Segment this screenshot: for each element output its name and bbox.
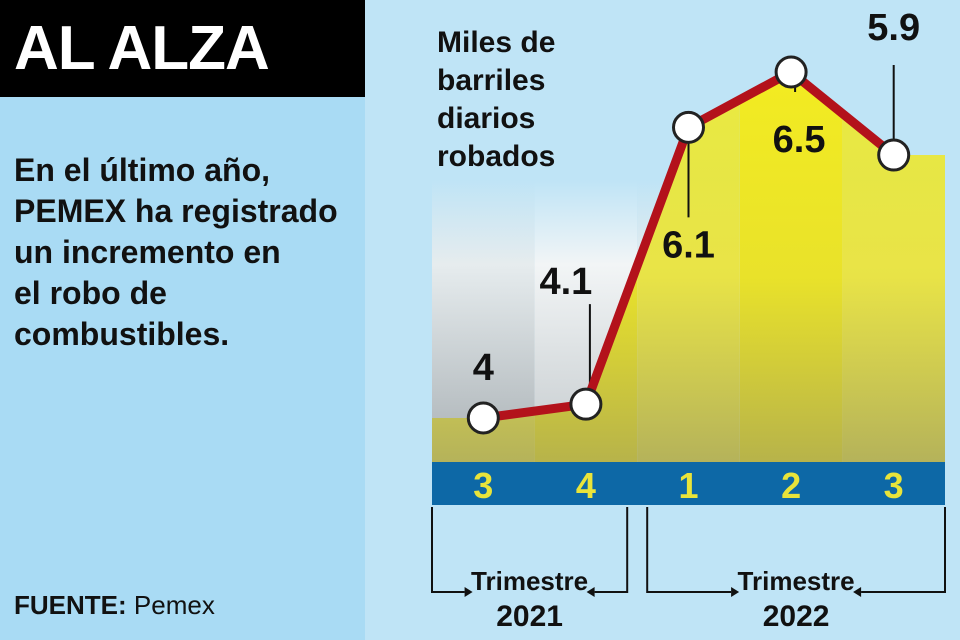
title: AL ALZA — [0, 0, 365, 97]
point — [672, 110, 705, 144]
point — [466, 401, 500, 435]
bracket — [646, 507, 946, 593]
x-tick-label: 2 — [781, 465, 801, 506]
description-line: un incremento en — [14, 234, 281, 270]
description-line: combustibles. — [14, 316, 230, 352]
description-line: el robo de — [14, 275, 167, 311]
source-value: Pemex — [133, 590, 215, 620]
side-panel — [0, 0, 365, 640]
value-label: 6.1 — [662, 224, 715, 266]
group-label: Trimestre — [471, 566, 588, 596]
group-year: 2022 — [763, 600, 830, 633]
area-column — [739, 72, 843, 462]
x-tick-label: 3 — [473, 465, 493, 506]
value-label: 4 — [473, 347, 494, 389]
x-tick-label: 3 — [884, 465, 904, 506]
point — [774, 55, 808, 89]
source-label: FUENTE: — [14, 590, 127, 620]
y-axis-label: Miles de — [437, 26, 555, 59]
group-year: 2021 — [496, 600, 563, 633]
y-axis-label: barriles — [437, 64, 545, 97]
source: FUENTE: Pemex — [14, 590, 215, 621]
description-line: En el último año, — [14, 152, 271, 188]
x-tick-label: 4 — [576, 465, 596, 506]
description-line: PEMEX ha registrado — [14, 193, 338, 229]
category-band — [432, 462, 945, 505]
value-label: 4.1 — [539, 261, 592, 303]
y-axis-label: robados — [437, 140, 555, 173]
y-axis-label: diarios — [437, 102, 535, 135]
description: En el último año, PEMEX ha registrado un… — [14, 150, 338, 355]
value-label: 6.5 — [773, 119, 826, 161]
bracket — [431, 507, 629, 593]
value-label: 5.9 — [867, 7, 920, 49]
x-tick-label: 1 — [678, 465, 698, 506]
point — [877, 138, 911, 172]
group-label: Trimestre — [738, 566, 855, 596]
point — [569, 387, 603, 421]
